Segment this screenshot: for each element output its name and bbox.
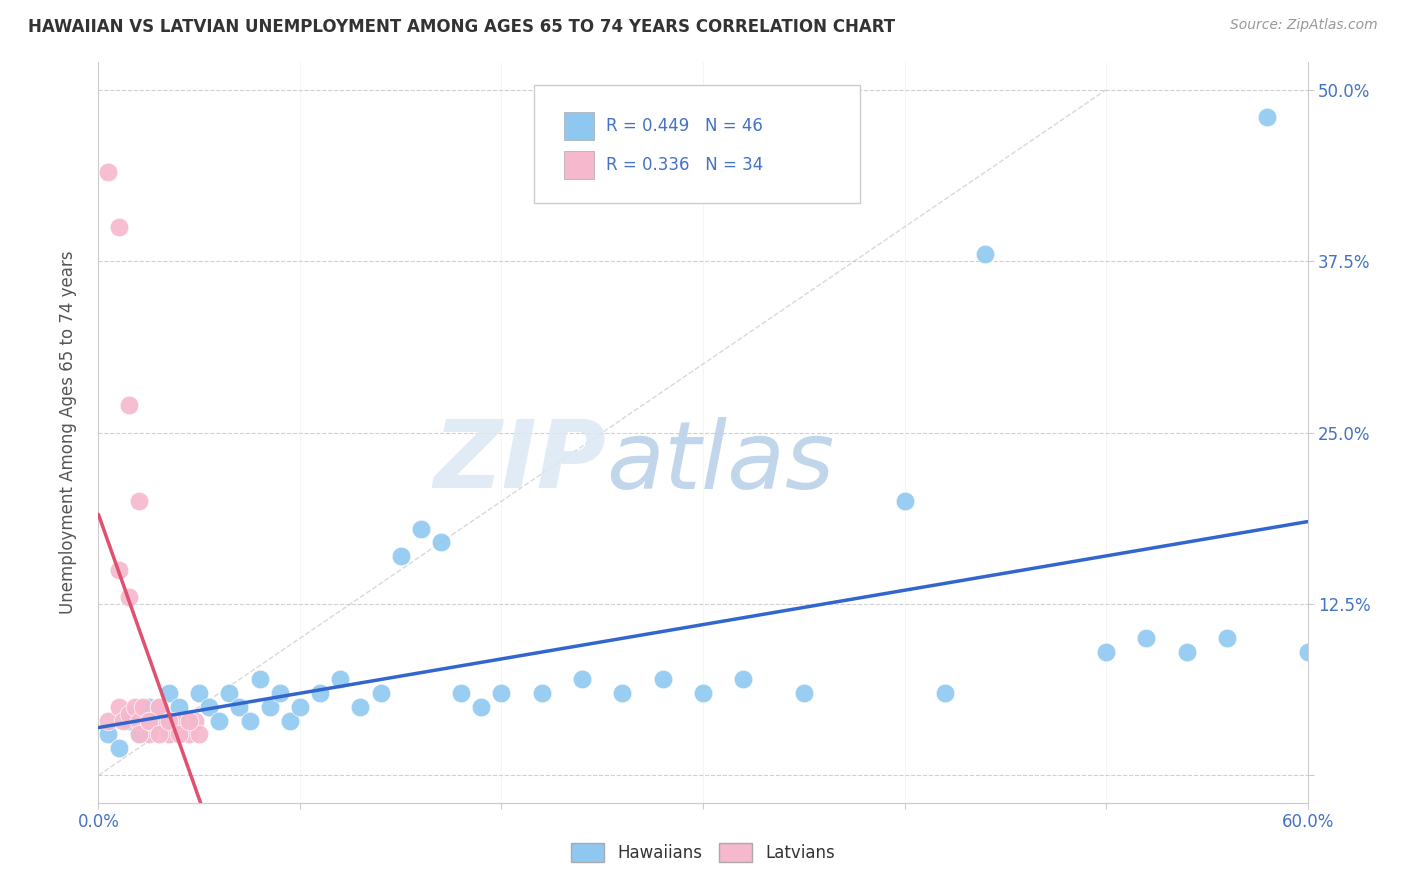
Point bbox=[157, 727, 180, 741]
Point bbox=[107, 699, 129, 714]
Point bbox=[118, 706, 141, 721]
Point bbox=[157, 686, 180, 700]
Point bbox=[259, 699, 281, 714]
Point bbox=[349, 699, 371, 714]
Point bbox=[107, 219, 129, 234]
Point bbox=[974, 247, 997, 261]
Text: Source: ZipAtlas.com: Source: ZipAtlas.com bbox=[1230, 18, 1378, 32]
Point bbox=[1135, 632, 1157, 646]
Legend: Hawaiians, Latvians: Hawaiians, Latvians bbox=[564, 836, 842, 869]
Point bbox=[167, 714, 190, 728]
Point bbox=[179, 727, 201, 741]
Point bbox=[249, 673, 271, 687]
FancyBboxPatch shape bbox=[564, 152, 595, 179]
Point bbox=[138, 714, 160, 728]
Point bbox=[893, 494, 915, 508]
Text: HAWAIIAN VS LATVIAN UNEMPLOYMENT AMONG AGES 65 TO 74 YEARS CORRELATION CHART: HAWAIIAN VS LATVIAN UNEMPLOYMENT AMONG A… bbox=[28, 18, 896, 36]
Point bbox=[218, 686, 240, 700]
Y-axis label: Unemployment Among Ages 65 to 74 years: Unemployment Among Ages 65 to 74 years bbox=[59, 251, 77, 615]
Point bbox=[450, 686, 472, 700]
Point bbox=[389, 549, 412, 563]
Point bbox=[118, 590, 141, 604]
Point bbox=[128, 727, 150, 741]
FancyBboxPatch shape bbox=[534, 85, 860, 203]
Point bbox=[309, 686, 332, 700]
Point bbox=[124, 699, 146, 714]
Point bbox=[430, 535, 453, 549]
Point bbox=[148, 727, 170, 741]
Point bbox=[208, 714, 231, 728]
Point bbox=[107, 563, 129, 577]
Point bbox=[107, 741, 129, 756]
Point bbox=[157, 727, 180, 741]
Point bbox=[571, 673, 593, 687]
Point bbox=[198, 699, 221, 714]
Point bbox=[612, 686, 634, 700]
Point bbox=[228, 699, 250, 714]
Point bbox=[733, 673, 755, 687]
Point bbox=[288, 699, 311, 714]
Point bbox=[148, 699, 170, 714]
Point bbox=[128, 727, 150, 741]
Point bbox=[138, 699, 160, 714]
Point bbox=[157, 714, 180, 728]
Text: R = 0.336   N = 34: R = 0.336 N = 34 bbox=[606, 156, 763, 174]
Point bbox=[370, 686, 392, 700]
Point bbox=[118, 398, 141, 412]
Point bbox=[172, 714, 194, 728]
Point bbox=[530, 686, 553, 700]
Point bbox=[148, 699, 170, 714]
Point bbox=[97, 714, 120, 728]
Point bbox=[188, 686, 211, 700]
Point bbox=[409, 522, 432, 536]
Point bbox=[118, 714, 141, 728]
Point bbox=[491, 686, 513, 700]
Point bbox=[278, 714, 301, 728]
Point bbox=[179, 714, 201, 728]
Point bbox=[97, 165, 120, 179]
Point bbox=[152, 714, 174, 728]
Point bbox=[163, 714, 186, 728]
Point bbox=[470, 699, 492, 714]
Point bbox=[167, 699, 190, 714]
Point bbox=[128, 494, 150, 508]
Point bbox=[138, 714, 160, 728]
Text: R = 0.449   N = 46: R = 0.449 N = 46 bbox=[606, 117, 763, 135]
Point bbox=[132, 699, 155, 714]
Point bbox=[239, 714, 262, 728]
Point bbox=[1095, 645, 1118, 659]
Point bbox=[167, 727, 190, 741]
Point bbox=[179, 714, 201, 728]
Point bbox=[138, 727, 160, 741]
Point bbox=[793, 686, 815, 700]
Point bbox=[111, 714, 134, 728]
Text: ZIP: ZIP bbox=[433, 417, 606, 508]
Point bbox=[1216, 632, 1239, 646]
Point bbox=[692, 686, 714, 700]
Point bbox=[1175, 645, 1198, 659]
Point bbox=[269, 686, 291, 700]
Point bbox=[188, 727, 211, 741]
Point bbox=[148, 714, 170, 728]
Point bbox=[934, 686, 956, 700]
Point bbox=[143, 714, 166, 728]
Point bbox=[651, 673, 673, 687]
Point bbox=[97, 727, 120, 741]
Point bbox=[1296, 645, 1319, 659]
Point bbox=[1256, 110, 1278, 124]
Point bbox=[329, 673, 352, 687]
Point bbox=[128, 714, 150, 728]
Text: atlas: atlas bbox=[606, 417, 835, 508]
FancyBboxPatch shape bbox=[564, 112, 595, 140]
Point bbox=[167, 727, 190, 741]
Point bbox=[184, 714, 207, 728]
